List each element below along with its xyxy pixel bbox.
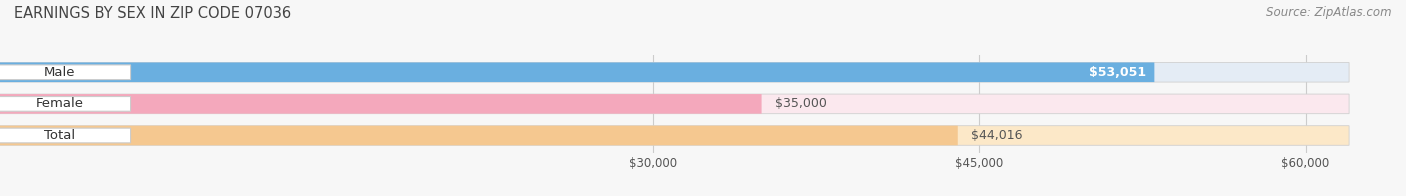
FancyBboxPatch shape <box>0 128 131 143</box>
Text: $53,051: $53,051 <box>1088 66 1146 79</box>
Text: $35,000: $35,000 <box>775 97 827 110</box>
FancyBboxPatch shape <box>0 65 131 80</box>
Text: Male: Male <box>44 66 76 79</box>
Text: Total: Total <box>44 129 76 142</box>
FancyBboxPatch shape <box>0 126 1350 145</box>
FancyBboxPatch shape <box>0 63 1154 82</box>
Text: EARNINGS BY SEX IN ZIP CODE 07036: EARNINGS BY SEX IN ZIP CODE 07036 <box>14 6 291 21</box>
FancyBboxPatch shape <box>0 126 957 145</box>
Text: Source: ZipAtlas.com: Source: ZipAtlas.com <box>1267 6 1392 19</box>
FancyBboxPatch shape <box>0 97 131 111</box>
FancyBboxPatch shape <box>0 94 1350 114</box>
FancyBboxPatch shape <box>0 63 1350 82</box>
Text: $44,016: $44,016 <box>970 129 1022 142</box>
FancyBboxPatch shape <box>0 94 762 114</box>
Text: Female: Female <box>35 97 84 110</box>
